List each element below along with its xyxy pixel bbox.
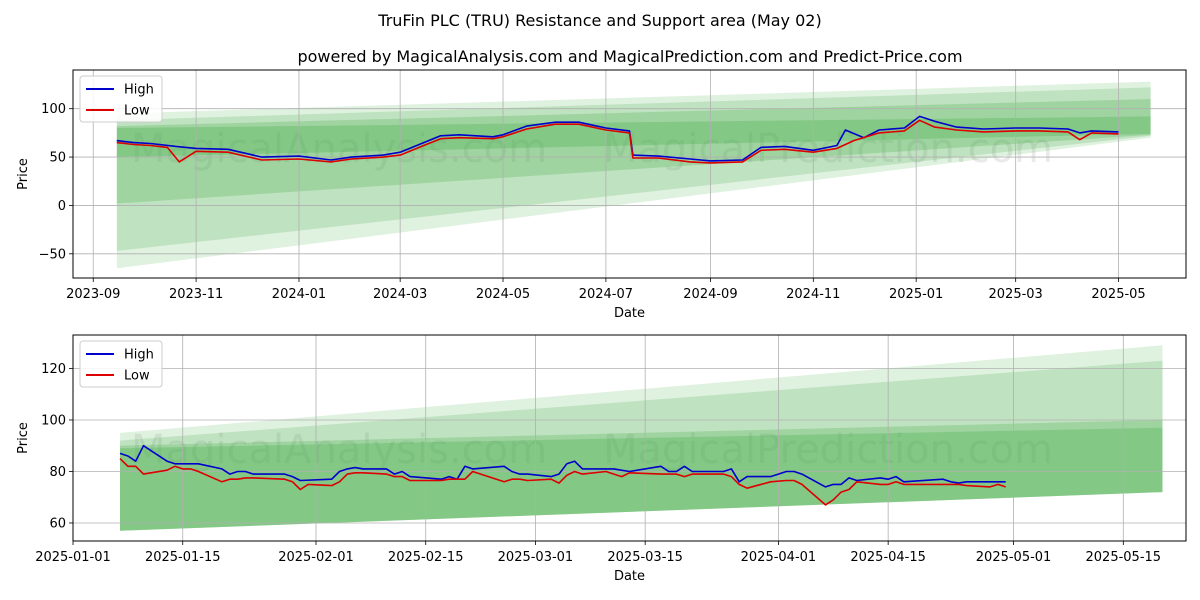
chart-2-x-tick-label-4: 2025-02-15 xyxy=(388,550,464,565)
chart-1-legend-label-high: High xyxy=(124,83,154,98)
chart-2-watermark-1: MagicalAnalysis.com xyxy=(131,427,547,473)
chart-2-x-tick-label-1: 2025-01-01 xyxy=(35,550,111,565)
chart-1-y-axis-label: Price xyxy=(16,158,31,190)
chart-2-x-tick-label-9: 2025-05-01 xyxy=(976,550,1052,565)
chart-1-x-tick-label-7: 2024-09 xyxy=(683,287,737,302)
chart-2-y-axis-label: Price xyxy=(16,422,31,454)
chart-2-series-low-line xyxy=(119,458,1006,506)
chart-2-axes-frame xyxy=(72,334,1187,542)
chart-1-series-low-line xyxy=(116,119,1119,164)
chart-2-y-tick-label-1: 60 xyxy=(49,516,66,531)
chart-1-band-4 xyxy=(116,116,1151,158)
chart-1-watermark-2: MagicalPrediction.com xyxy=(603,126,1053,172)
chart-1-x-tick-label-6: 2024-07 xyxy=(579,287,633,302)
chart-1-y-tick-label-1: −50 xyxy=(39,247,66,262)
chart-2-band-2 xyxy=(120,360,1163,531)
chart-1-x-tick-label-10: 2025-03 xyxy=(989,287,1043,302)
chart-1-x-tick-label-11: 2025-05 xyxy=(1091,287,1145,302)
chart-1-legend-label-low: Low xyxy=(124,104,150,119)
chart-2-x-tick-label-3: 2025-02-01 xyxy=(278,550,354,565)
chart-2-band-3 xyxy=(120,419,1163,531)
chart-1-band-3 xyxy=(116,99,1151,204)
chart-2-x-tick-label-7: 2025-04-01 xyxy=(741,550,817,565)
chart-1-x-tick-label-5: 2024-05 xyxy=(476,287,530,302)
chart-2-band-4 xyxy=(120,427,1163,531)
chart-2-y-tick-label-4: 120 xyxy=(41,362,66,377)
chart-1-x-tick-label-1: 2023-09 xyxy=(66,287,120,302)
bottom-panel: MagicalAnalysis.com MagicalPrediction.com… xyxy=(16,334,1187,584)
chart-1-y-tick-label-4: 100 xyxy=(41,102,66,117)
chart-title: TruFin PLC (TRU) Resistance and Support … xyxy=(377,11,821,30)
chart-1-x-tick-label-4: 2024-03 xyxy=(373,287,427,302)
chart-2-legend-label-low: Low xyxy=(124,369,150,384)
chart-1-legend: High Low xyxy=(79,75,163,123)
chart-2-x-axis-label: Date xyxy=(614,569,645,584)
chart-1-x-axis-label: Date xyxy=(614,306,645,321)
chart-1-y-tick-label-2: 0 xyxy=(58,199,66,214)
top-panel: MagicalAnalysis.com MagicalPrediction.com… xyxy=(16,69,1187,321)
chart-2-y-tick-label-3: 100 xyxy=(41,413,66,428)
chart-1-axes-frame xyxy=(72,69,1187,279)
chart-1-x-tick-label-8: 2024-11 xyxy=(786,287,840,302)
chart-1-x-tick-label-3: 2024-01 xyxy=(272,287,326,302)
chart-1-y-tick-label-3: 50 xyxy=(49,151,66,166)
chart-2-series-high-line xyxy=(119,444,1006,488)
chart-2-x-tick-label-10: 2025-05-15 xyxy=(1086,550,1162,565)
chart-2-x-tick-label-5: 2025-03-01 xyxy=(498,550,574,565)
chart-2-x-tick-label-2: 2025-01-15 xyxy=(145,550,221,565)
chart-2-legend: High Low xyxy=(79,340,163,388)
chart-subtitle: powered by MagicalAnalysis.com and Magic… xyxy=(297,47,962,66)
chart-1-x-tick-label-9: 2025-01 xyxy=(889,287,943,302)
chart-1-x-tick-label-2: 2023-11 xyxy=(169,287,223,302)
chart-2-x-tick-label-6: 2025-03-15 xyxy=(607,550,683,565)
chart-2-legend-label-high: High xyxy=(124,348,154,363)
chart-2-watermark-2: MagicalPrediction.com xyxy=(603,427,1053,473)
chart-2-y-tick-label-2: 80 xyxy=(49,465,66,480)
chart-2-x-tick-label-8: 2025-04-15 xyxy=(850,550,926,565)
